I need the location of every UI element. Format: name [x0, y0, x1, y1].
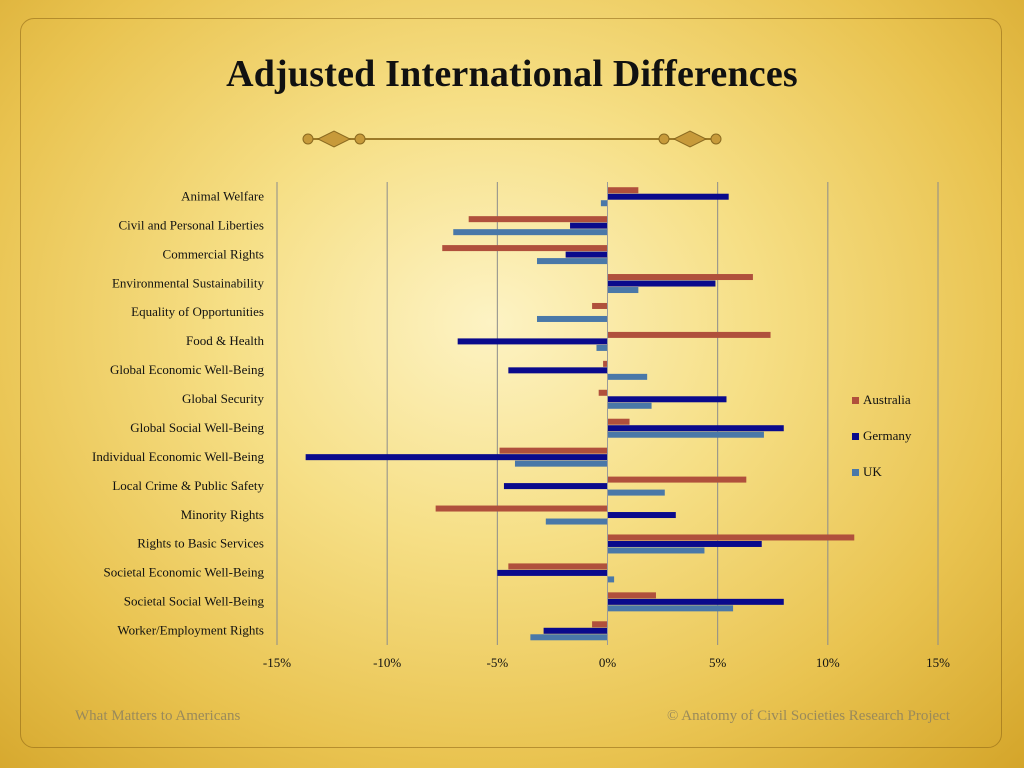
slide-frame	[20, 18, 1002, 748]
x-tick-label: 5%	[709, 655, 727, 670]
bar-australia	[607, 331, 771, 338]
bar-uk	[607, 373, 648, 380]
bar-germany	[607, 193, 729, 200]
legend-label-uk: UK	[863, 464, 882, 479]
x-tick-label: -5%	[486, 655, 508, 670]
bar-uk	[536, 315, 608, 322]
bar-uk	[514, 460, 608, 467]
category-label: Societal Economic Well-Being	[104, 565, 265, 580]
bar-germany	[543, 627, 608, 634]
x-tick-label: 0%	[599, 655, 617, 670]
bar-germany	[607, 396, 727, 403]
bar-germany	[565, 251, 608, 258]
bar-germany	[570, 222, 608, 229]
title-ornament	[302, 130, 722, 148]
bar-uk	[545, 518, 608, 525]
legend-swatch-germany	[852, 433, 859, 440]
category-label: Environmental Sustainability	[112, 275, 265, 290]
category-label: Minority Rights	[181, 507, 264, 522]
bar-uk	[530, 634, 608, 641]
category-label: Individual Economic Well-Being	[92, 449, 265, 464]
bar-uk	[607, 489, 665, 496]
bar-germany	[457, 338, 608, 345]
bar-germany	[305, 454, 608, 461]
bar-germany	[607, 425, 784, 432]
footer-right-text: © Anatomy of Civil Societies Research Pr…	[666, 708, 950, 724]
x-tick-label: -10%	[373, 655, 401, 670]
bar-uk	[453, 229, 608, 236]
footer-left-text: What Matters to Americans	[75, 708, 241, 724]
bar-australia	[592, 621, 608, 628]
category-label: Global Social Well-Being	[130, 420, 264, 435]
bar-australia	[592, 302, 608, 309]
category-label: Commercial Rights	[163, 246, 264, 261]
bar-australia	[607, 592, 656, 599]
bar-australia	[435, 505, 608, 512]
category-label: Rights to Basic Services	[137, 536, 264, 551]
bar-uk	[536, 258, 608, 265]
category-label: Societal Social Well-Being	[124, 594, 265, 609]
bar-australia	[607, 187, 639, 194]
bar-germany	[607, 540, 762, 547]
bar-germany	[607, 280, 716, 287]
bar-australia	[468, 216, 608, 223]
bar-germany	[508, 367, 608, 374]
bar-uk	[607, 605, 734, 612]
category-label: Civil and Personal Liberties	[118, 217, 264, 232]
bar-germany	[607, 512, 676, 519]
bar-australia	[598, 389, 608, 396]
category-label: Animal Welfare	[181, 188, 264, 203]
bar-australia	[499, 447, 608, 454]
bar-uk	[600, 200, 608, 207]
legend-label-germany: Germany	[863, 428, 912, 443]
category-label: Food & Health	[186, 333, 264, 348]
category-label: Local Crime & Public Safety	[112, 478, 264, 493]
bar-australia	[603, 360, 608, 367]
legend-swatch-australia	[852, 397, 859, 404]
bar-uk	[596, 344, 608, 351]
legend-swatch-uk	[852, 469, 859, 476]
category-label: Global Economic Well-Being	[110, 362, 264, 377]
category-label: Worker/Employment Rights	[117, 623, 264, 638]
bar-uk	[607, 402, 652, 409]
slide-title: Adjusted International Differences	[226, 53, 798, 95]
bar-australia	[607, 418, 630, 425]
x-tick-label: 10%	[816, 655, 840, 670]
bar-australia	[607, 534, 855, 541]
bar-uk	[607, 431, 764, 438]
bar-germany	[497, 569, 608, 576]
bar-uk	[607, 576, 615, 583]
x-tick-label: -15%	[263, 655, 291, 670]
bar-germany	[607, 598, 784, 605]
x-tick-label: 15%	[926, 655, 950, 670]
legend-label-australia: Australia	[863, 392, 911, 407]
bar-australia	[442, 245, 608, 252]
category-label: Global Security	[182, 391, 264, 406]
bar-germany	[503, 483, 608, 490]
bar-australia	[508, 563, 608, 570]
bar-australia	[607, 476, 747, 483]
bar-uk	[607, 547, 705, 554]
bar-australia	[607, 274, 753, 281]
bar-uk	[607, 287, 639, 294]
category-label: Equality of Opportunities	[131, 304, 264, 319]
